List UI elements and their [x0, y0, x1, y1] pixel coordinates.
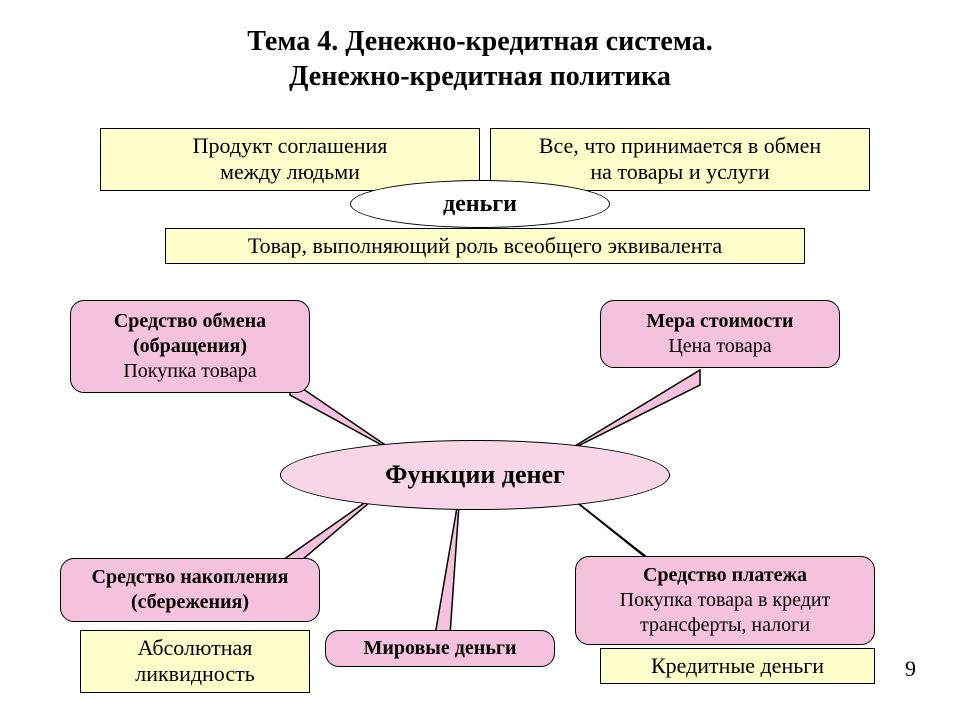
- title-line2: Денежно-кредитная политика: [289, 61, 671, 92]
- note-credit-money: Кредитные деньги: [600, 648, 875, 684]
- tail-f4: [435, 490, 460, 635]
- functions-core-ellipse: Функции денег: [280, 440, 670, 510]
- definition-box-3: Товар, выполняющий роль всеобщего эквива…: [165, 228, 805, 264]
- function-savings: Средство накопления (сбережения): [60, 558, 320, 622]
- money-ellipse: деньги: [350, 180, 610, 228]
- title-line1: Тема 4. Денежно-кредитная система.: [247, 26, 712, 57]
- function-exchange: Средство обмена (обращения) Покупка това…: [70, 300, 310, 393]
- note-liquidity: Абсолютная ликвидность: [80, 630, 310, 693]
- function-payment: Средство платежа Покупка товара в кредит…: [575, 556, 875, 645]
- definition-box-2: Все, что принимается в обмен на товары и…: [490, 128, 870, 191]
- page-title: Тема 4. Денежно-кредитная система. Денеж…: [0, 24, 960, 94]
- page-number: 9: [905, 656, 916, 682]
- function-world-money: Мировые деньги: [325, 630, 555, 667]
- tail-f2: [560, 370, 700, 455]
- function-measure: Мера стоимости Цена товара: [600, 300, 840, 368]
